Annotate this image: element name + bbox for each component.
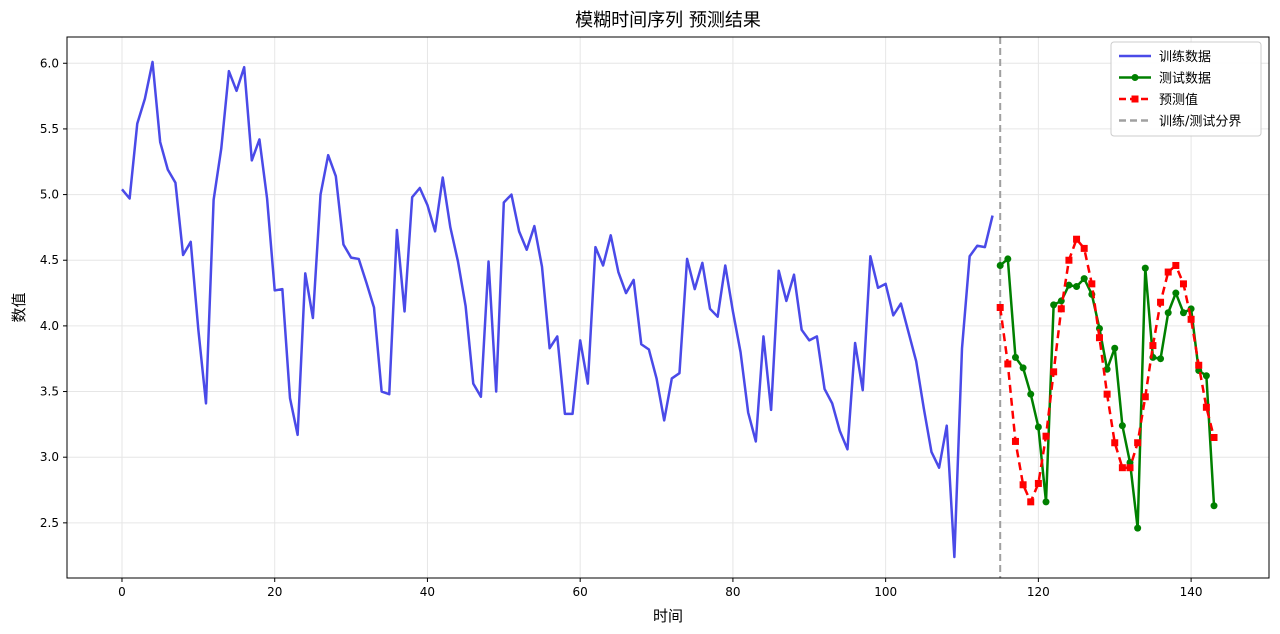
- data-point: [996, 304, 1004, 311]
- data-point: [1118, 464, 1126, 472]
- data-point: [1042, 432, 1050, 440]
- x-tick-label: 100: [874, 585, 897, 599]
- data-point: [1065, 281, 1073, 289]
- data-point: [1073, 235, 1081, 243]
- data-point: [1088, 280, 1096, 288]
- x-axis-label: 时间: [653, 607, 683, 625]
- data-point: [1134, 439, 1142, 447]
- y-tick-label: 5.5: [40, 122, 59, 136]
- x-tick-label: 60: [573, 585, 588, 599]
- data-point: [1126, 464, 1134, 472]
- data-point: [1065, 256, 1073, 264]
- data-point: [1172, 289, 1180, 297]
- legend-label: 训练数据: [1159, 50, 1211, 65]
- data-point: [1011, 353, 1019, 361]
- x-tick-label: 80: [725, 585, 740, 599]
- series-layer: [121, 37, 1218, 578]
- data-point: [1164, 268, 1172, 276]
- data-point: [1027, 498, 1035, 506]
- x-tick-label: 120: [1027, 585, 1050, 599]
- data-point: [1111, 439, 1119, 447]
- data-point: [1157, 355, 1165, 363]
- legend-box: [1110, 41, 1262, 137]
- y-tick-label: 2.5: [40, 516, 59, 530]
- axes: 0 20 40 60 80 100 120 140 2.5 3.0 3.5 4.0 4.5 5.0 5.5 6…: [40, 56, 1203, 599]
- y-tick-label: 4.0: [40, 319, 59, 333]
- data-point: [1179, 280, 1187, 288]
- series-line-0: [121, 60, 994, 559]
- data-point: [1202, 403, 1210, 411]
- y-tick-label: 6.0: [40, 56, 59, 70]
- data-point: [1080, 244, 1088, 252]
- data-point: [1187, 315, 1195, 323]
- y-tick-label: 5.0: [40, 188, 59, 202]
- data-point: [1019, 364, 1027, 372]
- data-point: [1179, 309, 1187, 317]
- legend-label: 预测值: [1159, 92, 1198, 108]
- data-point: [1103, 365, 1111, 373]
- data-point: [1149, 342, 1157, 350]
- data-point: [1027, 390, 1035, 398]
- data-point: [1172, 261, 1180, 269]
- data-point: [1073, 282, 1081, 290]
- x-tick-label: 0: [118, 585, 126, 599]
- data-point: [1034, 479, 1042, 487]
- chart-title: 模糊时间序列 预测结果: [575, 10, 761, 31]
- legend-marker: [1131, 74, 1139, 81]
- data-point: [1050, 368, 1058, 376]
- y-tick-label: 3.0: [40, 450, 59, 464]
- data-point: [1210, 502, 1218, 510]
- data-point: [1057, 305, 1065, 313]
- data-point: [1050, 301, 1058, 309]
- data-point: [1126, 458, 1134, 466]
- data-point: [1042, 498, 1050, 506]
- data-point: [1103, 390, 1111, 398]
- data-point: [1080, 275, 1088, 283]
- data-point: [996, 261, 1004, 269]
- data-point: [1134, 524, 1142, 532]
- data-point: [1141, 264, 1149, 272]
- data-point: [1202, 372, 1210, 380]
- y-axis-label: 数值: [10, 292, 28, 322]
- data-point: [1011, 437, 1019, 445]
- data-point: [1118, 422, 1126, 430]
- legend-label: 测试数据: [1159, 72, 1211, 87]
- data-point: [1019, 481, 1027, 489]
- y-tick-label: 3.5: [40, 385, 59, 399]
- data-point: [1195, 361, 1203, 369]
- y-tick-label: 4.5: [40, 253, 59, 267]
- x-tick-label: 20: [267, 585, 282, 599]
- data-point: [1004, 360, 1012, 368]
- data-point: [1095, 334, 1103, 342]
- x-tick-label: 40: [420, 585, 435, 599]
- data-point: [1141, 393, 1149, 401]
- plot-frame: [66, 36, 1270, 579]
- data-point: [1157, 298, 1165, 306]
- data-point: [1004, 255, 1012, 263]
- data-point: [1111, 344, 1119, 352]
- data-point: [1210, 433, 1218, 441]
- data-point: [1034, 423, 1042, 431]
- legend-marker: [1131, 95, 1139, 103]
- data-point: [1164, 309, 1172, 317]
- x-tick-label: 140: [1180, 585, 1203, 599]
- legend-label: 训练/测试分界: [1159, 115, 1241, 130]
